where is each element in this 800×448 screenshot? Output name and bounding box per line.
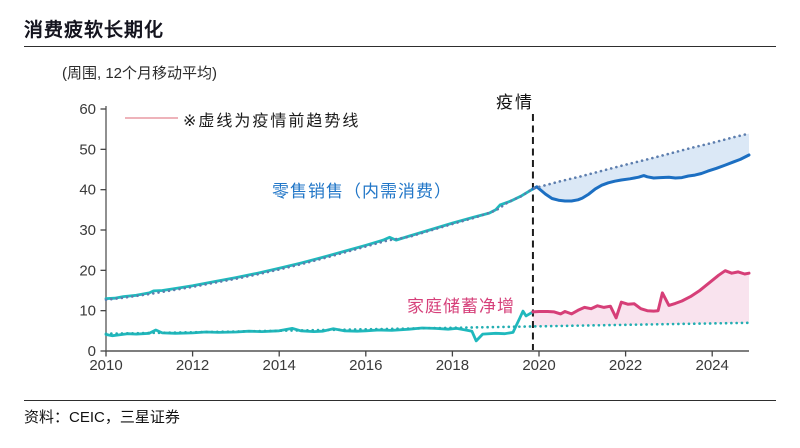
trend-note: ※虚线为疫情前趋势线 [183,113,361,130]
line-chart-canvas: 2010 2012 2014 2016 2018 2020 2022 2024 0 10 20 30 4… [79,101,751,374]
footer-divider [24,400,776,401]
pandemic-annotation: 疫情 [496,93,534,112]
svg-text:2016: 2016 [349,357,382,374]
svg-text:20: 20 [79,262,96,279]
svg-text:2014: 2014 [263,357,296,374]
svg-text:2024: 2024 [696,357,729,374]
svg-text:60: 60 [79,101,96,118]
svg-text:40: 40 [79,182,96,199]
source-note: 资料：CEIC，三星证券 [24,409,180,426]
trend-legend-line [125,117,178,119]
page-title: 消费疲软长期化 [24,20,165,41]
svg-text:30: 30 [79,222,96,239]
svg-text:2022: 2022 [609,357,642,374]
svg-text:2018: 2018 [436,357,469,374]
svg-text:50: 50 [79,141,96,158]
axis-unit-label: (周围, 12个月移动平均) [62,65,218,82]
retail-series-label: 零售销售（内需消费） [272,182,452,201]
svg-text:10: 10 [79,303,96,320]
savings-series-label: 家庭储蓄净增 [407,297,515,316]
svg-text:0: 0 [88,343,96,360]
title-divider [24,46,776,47]
svg-text:2010: 2010 [89,357,122,374]
svg-text:2020: 2020 [522,357,555,374]
svg-text:2012: 2012 [176,357,209,374]
